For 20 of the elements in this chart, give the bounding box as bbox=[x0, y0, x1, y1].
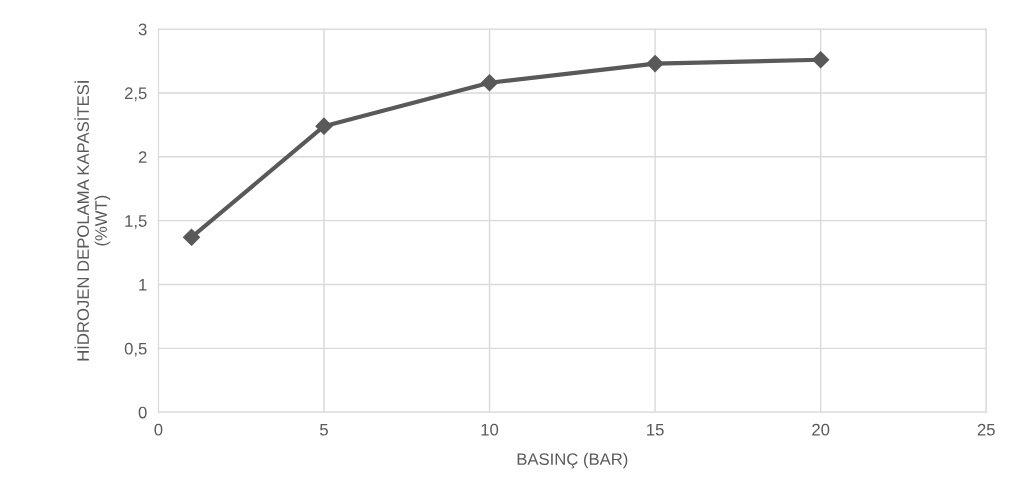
x-axis-title: BASINÇ (BAR) bbox=[517, 452, 628, 469]
y-tick-label: 3 bbox=[138, 23, 147, 36]
point bbox=[480, 74, 499, 92]
y-tick-label: 1,5 bbox=[125, 215, 147, 229]
y-tick-label: 0,5 bbox=[124, 342, 147, 357]
y-tick-label: 0 bbox=[138, 406, 147, 419]
x-tick-label: 5 bbox=[320, 423, 328, 436]
x-tick-label: 0 bbox=[154, 423, 163, 436]
point bbox=[315, 117, 333, 135]
x-tick-label: 15 bbox=[647, 423, 664, 436]
x-tick-label: 10 bbox=[481, 423, 499, 436]
y-tick-label: 2 bbox=[138, 151, 147, 163]
point bbox=[812, 51, 830, 69]
point bbox=[646, 55, 664, 73]
y-axis-title: HİDROJEN DEPOLAMA KAPASİTESİ (%WT) bbox=[74, 81, 111, 361]
point bbox=[182, 228, 201, 246]
y-tick-label: 2,5 bbox=[124, 87, 147, 102]
x-tick-label: 20 bbox=[812, 423, 830, 436]
x-tick-label: 25 bbox=[977, 423, 995, 436]
y-tick-label: 1 bbox=[139, 279, 147, 291]
